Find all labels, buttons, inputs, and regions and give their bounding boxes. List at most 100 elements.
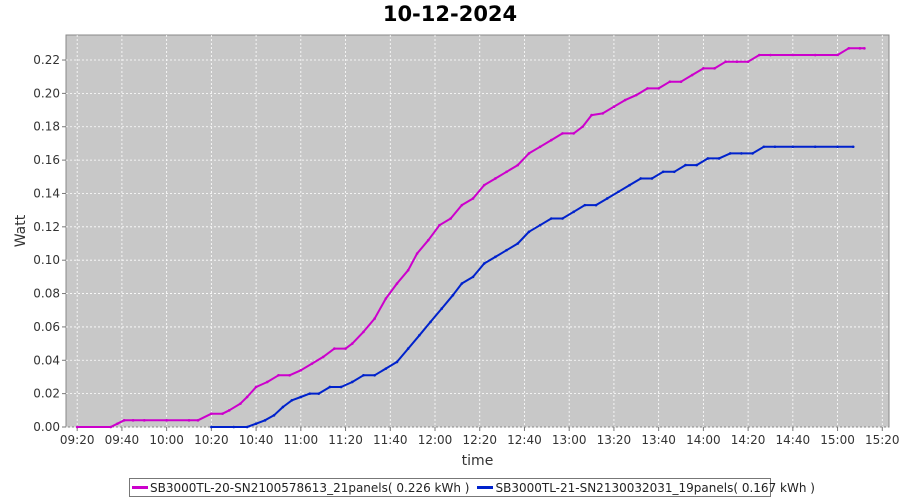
data-point (561, 217, 564, 220)
data-point (232, 425, 236, 429)
data-point (668, 80, 672, 84)
data-point (350, 342, 354, 345)
legend-label: SB3000TL-21-SN2130032031_19panels( 0.167… (495, 480, 815, 495)
y-tick-label: 0.00 (33, 420, 60, 434)
data-point (813, 145, 817, 149)
data-point (527, 230, 531, 234)
data-point (460, 203, 464, 207)
data-point (706, 157, 710, 160)
data-point (460, 282, 464, 285)
data-point (673, 170, 676, 174)
data-point (561, 132, 564, 135)
data-point (350, 380, 354, 384)
data-point (165, 419, 168, 422)
data-point (550, 217, 553, 220)
data-point (131, 419, 135, 422)
data-point (516, 163, 520, 167)
data-point (210, 425, 213, 429)
y-tick-label: 0.12 (33, 220, 60, 234)
data-point (328, 385, 332, 389)
y-tick-label: 0.04 (33, 353, 60, 367)
y-tick-label: 0.08 (33, 287, 60, 301)
data-point (851, 145, 855, 149)
x-tick-label: 13:40 (641, 433, 676, 447)
data-point (373, 373, 376, 377)
data-point (429, 320, 432, 324)
data-point (406, 347, 410, 350)
data-point (646, 87, 649, 90)
data-point (109, 425, 113, 429)
data-point (187, 419, 191, 422)
x-tick-label: 10:00 (149, 433, 184, 447)
data-point (538, 223, 542, 227)
data-point (650, 177, 654, 180)
data-point (362, 373, 365, 377)
data-point (836, 145, 839, 149)
data-point (695, 163, 698, 167)
data-point (317, 392, 321, 395)
data-point (245, 425, 249, 429)
data-point (449, 217, 452, 220)
x-tick-label: 09:40 (105, 433, 140, 447)
x-tick-label: 12:00 (418, 433, 453, 447)
series-line-1 (77, 47, 865, 428)
legend-label: SB3000TL-20-SN2100578613_21panels( 0.226… (150, 480, 470, 495)
y-tick-label: 0.18 (33, 120, 60, 134)
data-point (813, 53, 817, 57)
data-point (583, 203, 587, 207)
data-point (299, 395, 303, 399)
data-point (116, 422, 119, 425)
data-point (751, 152, 754, 155)
data-point (684, 163, 687, 167)
data-point (290, 399, 294, 402)
x-tick-label: 10:40 (239, 433, 274, 447)
data-point (482, 262, 486, 265)
x-tick-label: 13:00 (552, 433, 587, 447)
data-point (617, 190, 620, 194)
data-point (791, 53, 795, 57)
x-axis-label: time (462, 453, 494, 469)
data-point (494, 255, 497, 259)
data-point (239, 402, 242, 405)
x-tick-label: 11:00 (284, 433, 319, 447)
data-point (847, 47, 851, 50)
data-point (263, 419, 267, 422)
data-point (762, 145, 766, 149)
data-point (516, 242, 520, 245)
x-tick-label: 13:20 (597, 433, 632, 447)
y-tick-label: 0.22 (33, 53, 60, 67)
data-point (373, 317, 376, 320)
data-point (451, 293, 455, 297)
data-point (321, 355, 325, 359)
data-point (550, 138, 553, 142)
data-point (572, 210, 575, 214)
data-point (426, 238, 430, 242)
data-point (227, 409, 231, 412)
data-point (757, 53, 761, 57)
data-point (438, 223, 441, 227)
data-point (527, 152, 531, 155)
data-point (858, 47, 862, 50)
data-point (272, 414, 276, 417)
series-line-2 (211, 145, 854, 428)
data-point (277, 373, 280, 377)
data-point (601, 112, 605, 115)
data-point (634, 93, 638, 97)
data-point (505, 170, 508, 174)
y-tick-label: 0.06 (33, 320, 60, 334)
data-point (657, 87, 660, 90)
plot-area (65, 34, 890, 428)
data-point (724, 60, 728, 63)
data-point (661, 170, 665, 174)
data-point (628, 183, 631, 187)
data-point (746, 60, 750, 63)
data-point (836, 53, 839, 57)
data-point (773, 145, 777, 149)
y-tick-label: 0.20 (33, 86, 60, 100)
data-point (288, 373, 291, 377)
data-point (471, 275, 475, 279)
data-point (344, 347, 347, 350)
data-point (299, 368, 303, 372)
data-point (418, 333, 421, 337)
data-point (471, 197, 475, 200)
